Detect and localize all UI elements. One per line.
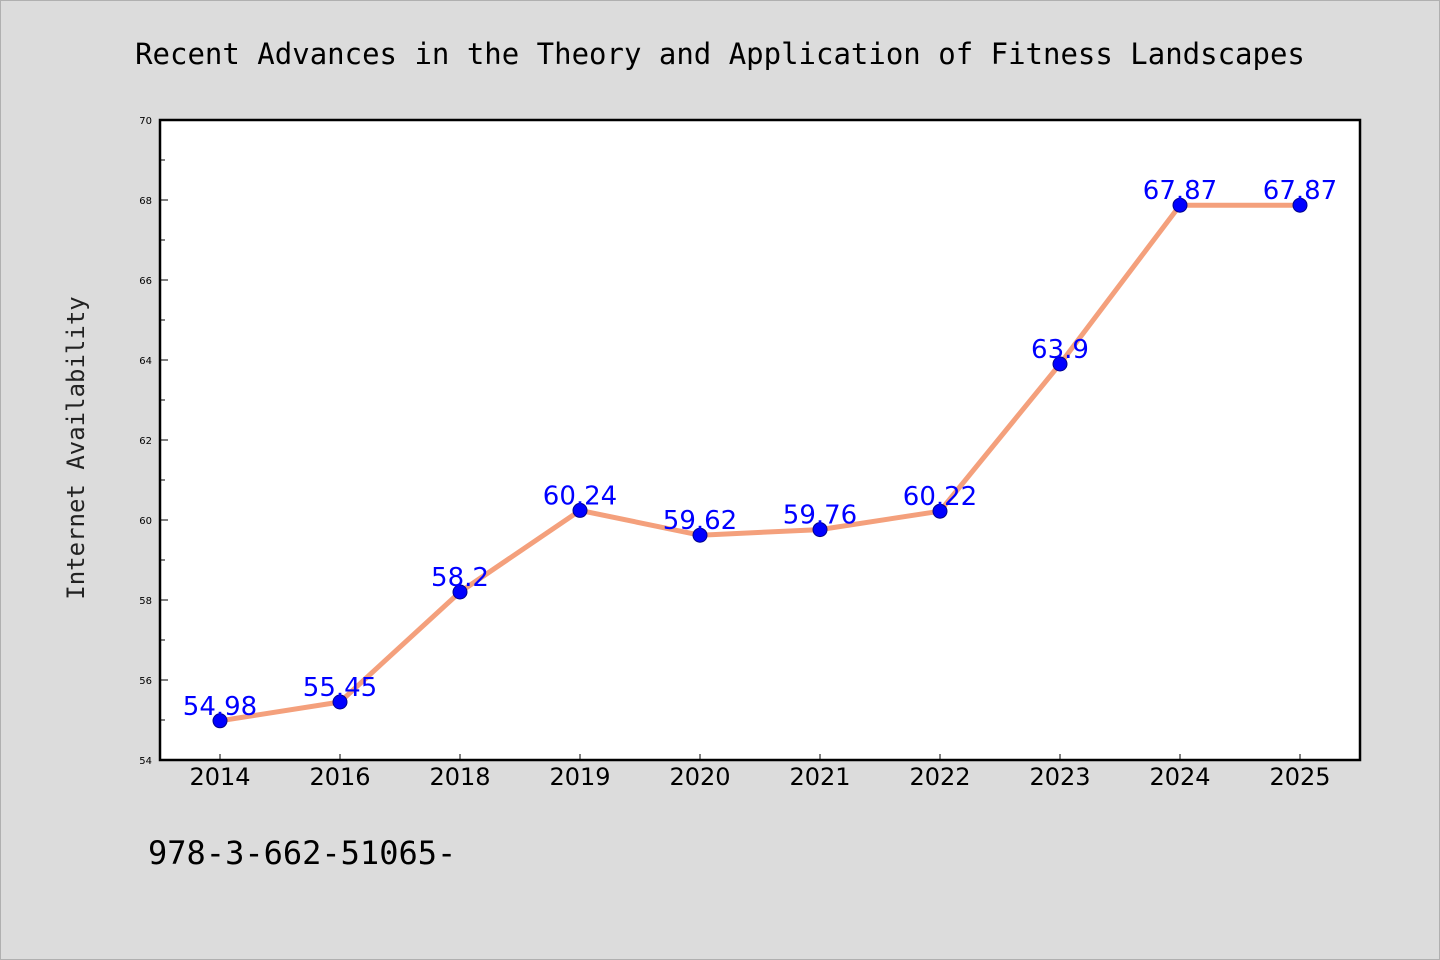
- data-label: 63.9: [1031, 335, 1089, 365]
- series-line: [217, 202, 1303, 724]
- chart-title: Recent Advances in the Theory and Applic…: [135, 37, 1305, 71]
- y-tick-label: 70: [139, 116, 152, 127]
- data-point: [692, 527, 708, 543]
- data-point: [1292, 197, 1308, 213]
- data-point: [1052, 356, 1068, 372]
- y-tick-label: 62: [139, 436, 152, 447]
- data-label: 59.62: [663, 506, 737, 536]
- y-tick-label: 68: [139, 196, 152, 207]
- plot-area: [160, 120, 1360, 760]
- y-axis-label: Internet Availability: [62, 296, 90, 599]
- data-label: 59.76: [783, 501, 857, 531]
- series-line-group: [217, 202, 1303, 724]
- data-labels-group: 54.98 55.45 58.2 60.24 59.62 59.76 60.22 63.9 67…: [183, 176, 1337, 722]
- y-tick-label: 64: [139, 356, 152, 367]
- y-tick-label: 58: [139, 596, 152, 607]
- x-tick-label: 2021: [789, 763, 850, 791]
- data-label: 55.45: [303, 673, 377, 703]
- data-point: [932, 503, 948, 519]
- x-tick-label: 2019: [549, 763, 610, 791]
- y-tick-label: 66: [139, 276, 152, 287]
- data-label: 67.87: [1143, 176, 1217, 206]
- data-label: 67.87: [1263, 176, 1337, 206]
- x-tick-label: 2022: [909, 763, 970, 791]
- y-tick-label: 60: [139, 516, 152, 527]
- x-tick-label: 2014: [189, 763, 250, 791]
- x-tick-label: 2018: [429, 763, 490, 791]
- y-tick-label: 54: [139, 756, 152, 767]
- data-label: 54.98: [183, 692, 257, 722]
- data-point: [1172, 197, 1188, 213]
- x-tick-label: 2020: [669, 763, 730, 791]
- data-label: 58.2: [431, 563, 489, 593]
- y-tick-label: 56: [139, 676, 152, 687]
- data-point: [572, 502, 588, 518]
- x-tick-label: 2016: [309, 763, 370, 791]
- x-axis-ticks: 2014 2016 2018 2019 2020 2021 2022 2023 2024 2025: [189, 754, 1331, 791]
- markers-group: [212, 197, 1308, 729]
- x-tick-label: 2023: [1029, 763, 1090, 791]
- data-label: 60.24: [543, 481, 617, 511]
- x-tick-label: 2025: [1269, 763, 1330, 791]
- data-point: [332, 694, 348, 710]
- data-label: 60.22: [903, 482, 977, 512]
- data-point: [212, 713, 228, 729]
- x-tick-label: 2024: [1149, 763, 1210, 791]
- data-point: [452, 584, 468, 600]
- footer-text: 978-3-662-51065-: [148, 834, 456, 872]
- plot-frame: [158, 118, 1362, 762]
- data-point: [812, 522, 828, 538]
